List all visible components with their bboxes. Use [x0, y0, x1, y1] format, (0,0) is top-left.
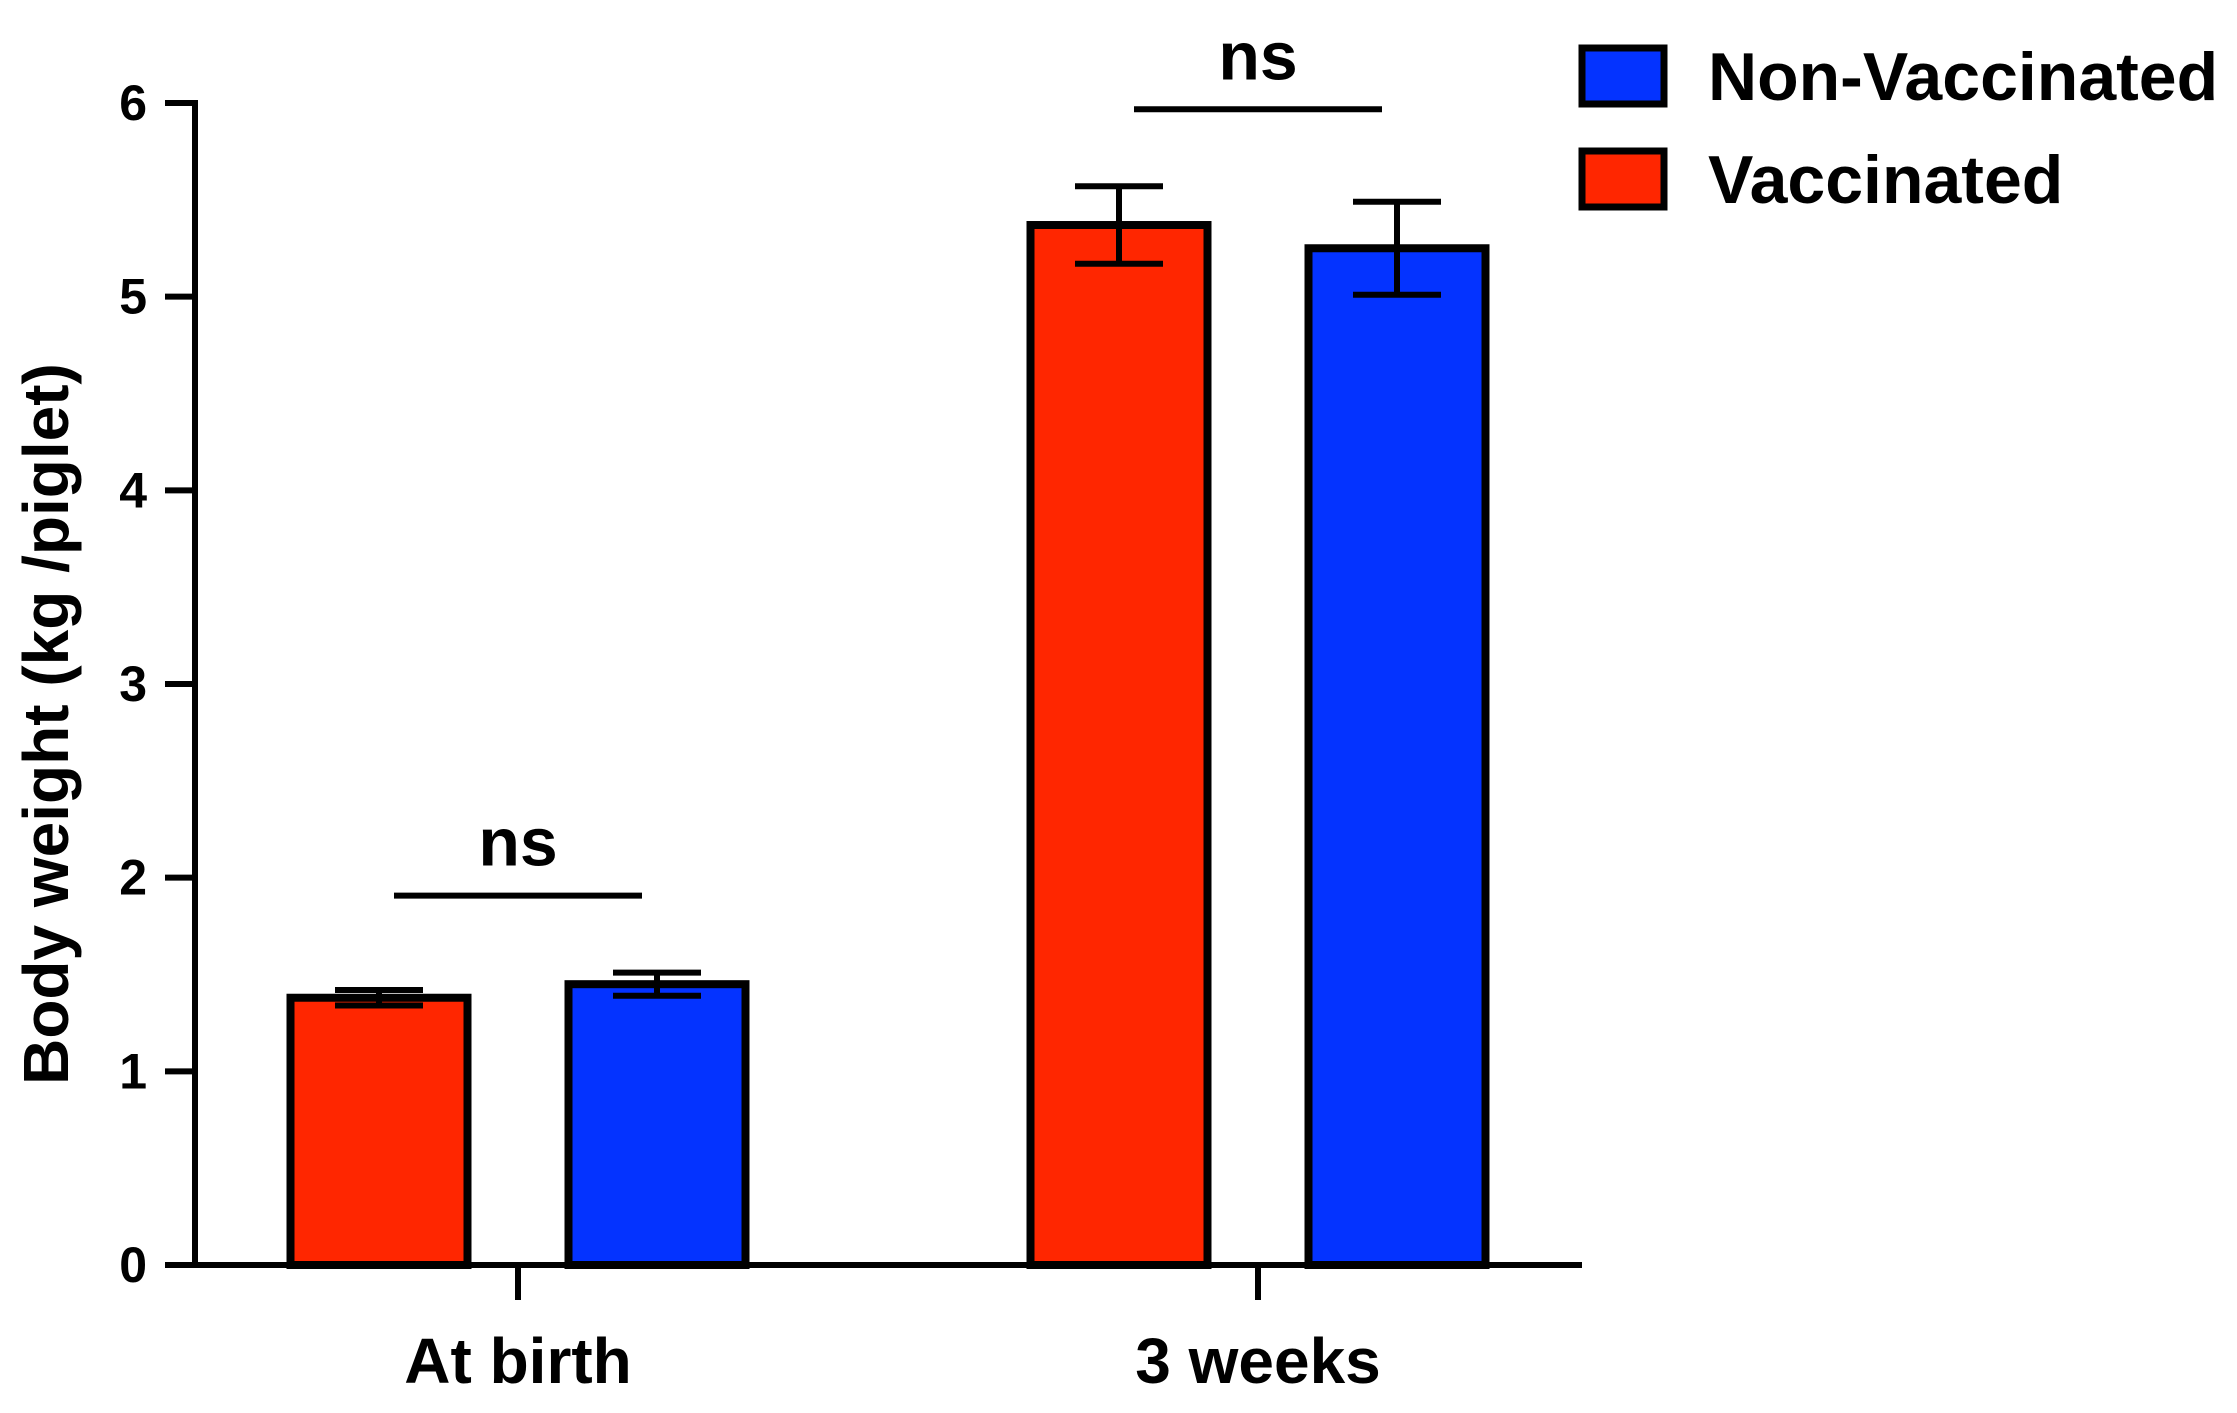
legend-label: Vaccinated: [1708, 142, 2063, 218]
significance-label: ns: [478, 805, 557, 881]
significance-label: ns: [1218, 18, 1297, 94]
legend-swatch-vaccinated: [1578, 147, 1668, 211]
y-tick-label: 0: [119, 1237, 147, 1293]
significance-layer: ns ns: [394, 18, 1382, 899]
bars-layer: [286, 221, 1490, 1270]
axes-layer: 0 1 2 3 4 5 6 At birth 3 weeks: [119, 75, 1582, 1397]
error-bars-layer: [335, 183, 1441, 1009]
x-category-label: 3 weeks: [1135, 1325, 1381, 1397]
y-axis-title: Body weight (kg /piglet): [10, 363, 82, 1085]
legend-swatch-non-vaccinated: [1578, 44, 1668, 108]
y-tick-label: 1: [119, 1043, 147, 1099]
bar-vaccinated-2: [1026, 221, 1212, 1269]
y-tick-label: 6: [119, 75, 147, 131]
x-category-label: At birth: [404, 1325, 632, 1397]
y-tick-label: 3: [119, 656, 147, 712]
y-tick-label: 4: [119, 462, 147, 518]
y-tick-label: 5: [119, 269, 147, 325]
legend-label: Non-Vaccinated: [1708, 39, 2218, 115]
y-tick-label: 2: [119, 850, 147, 906]
legend: Non-Vaccinated Vaccinated: [1578, 39, 2218, 218]
bar-vaccinated-1: [286, 993, 472, 1269]
bar-non-vaccinated-1: [564, 980, 750, 1270]
bar-non-vaccinated-2: [1304, 244, 1490, 1269]
